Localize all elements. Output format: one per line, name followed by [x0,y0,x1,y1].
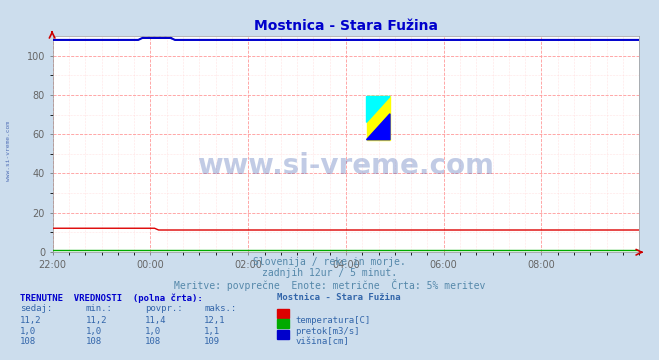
Title: Mostnica - Stara Fužina: Mostnica - Stara Fužina [254,19,438,33]
Text: 1,0: 1,0 [86,327,101,336]
Text: Slovenija / reke in morje.: Slovenija / reke in morje. [253,257,406,267]
Text: Mostnica - Stara Fužina: Mostnica - Stara Fužina [277,293,401,302]
Text: 11,2: 11,2 [20,316,42,325]
Text: TRENUTNE  VREDNOSTI  (polna črta):: TRENUTNE VREDNOSTI (polna črta): [20,293,202,303]
Text: 11,2: 11,2 [86,316,107,325]
Text: povpr.:: povpr.: [145,304,183,313]
Text: 108: 108 [20,337,36,346]
Text: 1,0: 1,0 [145,327,161,336]
Text: temperatura[C]: temperatura[C] [295,316,370,325]
Text: sedaj:: sedaj: [20,304,52,313]
Polygon shape [366,96,390,122]
Text: 109: 109 [204,337,220,346]
Polygon shape [366,114,390,140]
Text: min.:: min.: [86,304,113,313]
Text: 108: 108 [145,337,161,346]
Text: 108: 108 [86,337,101,346]
Text: 12,1: 12,1 [204,316,226,325]
Text: www.si-vreme.com: www.si-vreme.com [6,121,11,181]
Bar [366,96,390,140]
Text: 1,1: 1,1 [204,327,220,336]
Text: višina[cm]: višina[cm] [295,337,349,346]
Text: maks.:: maks.: [204,304,237,313]
Text: zadnjih 12ur / 5 minut.: zadnjih 12ur / 5 minut. [262,268,397,278]
Text: 1,0: 1,0 [20,327,36,336]
Text: pretok[m3/s]: pretok[m3/s] [295,327,360,336]
Text: www.si-vreme.com: www.si-vreme.com [198,152,494,180]
Text: Meritve: povprečne  Enote: metrične  Črta: 5% meritev: Meritve: povprečne Enote: metrične Črta:… [174,279,485,291]
Text: 11,4: 11,4 [145,316,167,325]
